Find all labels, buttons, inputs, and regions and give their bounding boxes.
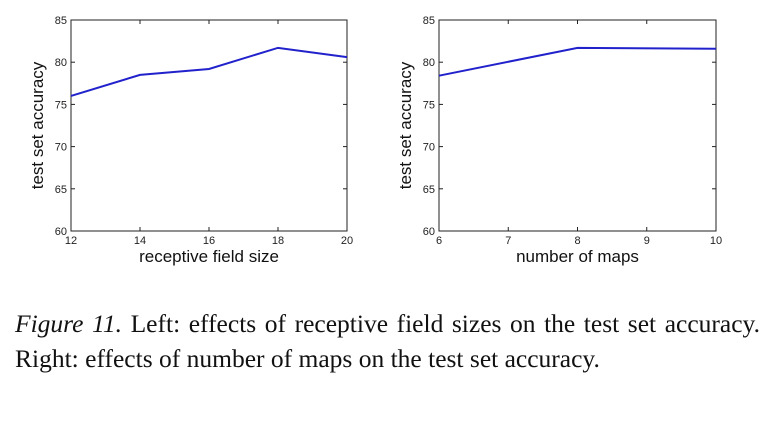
chart-2: 60 65 70 75 80 85 6 7 8 9 10 number of maps test set… [396,15,722,266]
y-tick-label: 80 [55,57,67,69]
y-tick-label: 65 [423,184,435,196]
caption-label: Figure 11. [15,309,123,338]
series-line [438,46,717,77]
x-axis-label: number of maps [516,247,639,266]
y-axis-label: test set accuracy [396,61,415,189]
series-line [70,46,348,97]
y-tick-label: 60 [55,226,67,238]
x-tick-label: 14 [134,235,146,247]
y-tick-label: 70 [55,142,67,154]
y-tick-label: 65 [55,184,67,196]
x-tick-label: 6 [436,235,442,247]
plot-frame [438,19,717,232]
x-tick-label: 9 [644,235,650,247]
x-tick-label: 8 [574,235,580,247]
x-tick-label: 16 [203,235,215,247]
x-tick-label: 12 [65,235,77,247]
y-tick-label: 60 [423,226,435,238]
caption-text: Left: effects of receptive field sizes o… [15,309,760,373]
y-axis-label: test set accuracy [28,61,47,189]
y-tick-label: 85 [55,15,67,27]
figure-charts: 60 65 70 75 80 85 12 14 16 18 20 receptive field si… [28,15,722,266]
y-tick-label: 75 [423,99,435,111]
x-tick-label: 18 [272,235,284,247]
y-tick-label: 85 [423,15,435,27]
figure-caption: Figure 11. Left: effects of receptive fi… [15,306,760,376]
y-tick-label: 80 [423,57,435,69]
x-axis-label: receptive field size [139,247,279,266]
x-tick-label: 7 [505,235,511,247]
x-tick-label: 10 [710,235,722,247]
y-tick-label: 70 [423,142,435,154]
chart-1: 60 65 70 75 80 85 12 14 16 18 20 receptive field si… [28,15,353,266]
plot-frame [70,19,348,232]
x-tick-label: 20 [341,235,353,247]
y-tick-label: 75 [55,99,67,111]
